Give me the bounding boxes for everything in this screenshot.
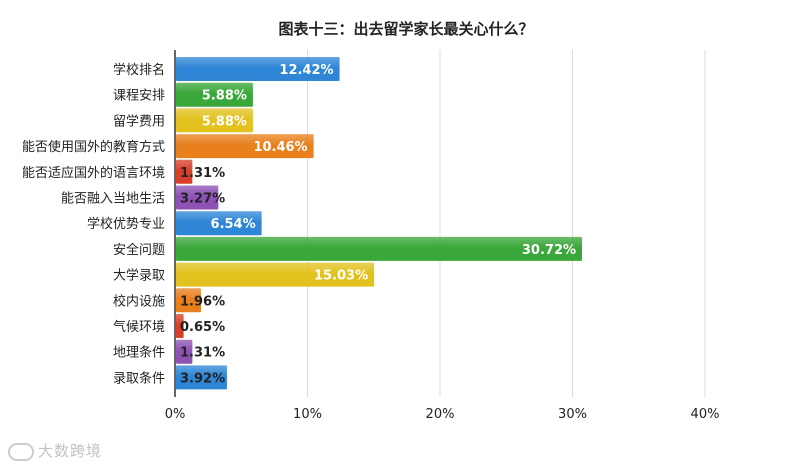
data-label: 12.42% bbox=[279, 63, 333, 78]
data-label: 1.31% bbox=[180, 166, 225, 181]
data-label: 3.92% bbox=[180, 371, 225, 386]
bar bbox=[176, 339, 193, 364]
category-label: 能否融入当地生活 bbox=[61, 192, 165, 207]
bar bbox=[176, 288, 201, 313]
chart-title: 图表十三：出去留学家长最关心什么？ bbox=[278, 20, 534, 38]
x-tick-label: 30% bbox=[558, 407, 587, 422]
category-label: 能否使用国外的教育方式 bbox=[22, 139, 165, 155]
bar bbox=[176, 57, 340, 81]
x-tick-label: 0% bbox=[165, 407, 186, 422]
data-label: 0.65% bbox=[180, 320, 225, 335]
bar bbox=[176, 134, 314, 159]
data-label: 5.88% bbox=[202, 89, 247, 104]
bar bbox=[176, 262, 375, 287]
data-label: 3.27% bbox=[180, 192, 225, 207]
data-label: 30.72% bbox=[522, 243, 576, 258]
data-label: 6.54% bbox=[211, 217, 256, 232]
watermark-text: 大数跨境 bbox=[38, 442, 103, 460]
category-label: 能否适应国外的语言环境 bbox=[22, 165, 165, 181]
category-label: 学校优势专业 bbox=[87, 216, 165, 232]
category-label: 地理条件 bbox=[113, 345, 165, 361]
watermark: 大数跨境 bbox=[8, 440, 102, 461]
bar bbox=[176, 108, 253, 133]
bar bbox=[176, 159, 193, 184]
watermark-logo-icon bbox=[8, 442, 34, 461]
category-label: 安全问题 bbox=[113, 242, 165, 258]
data-label: 15.03% bbox=[314, 269, 368, 284]
category-label: 录取条件 bbox=[113, 370, 165, 386]
bar bbox=[176, 82, 253, 107]
category-label: 留学费用 bbox=[113, 113, 165, 129]
category-label: 气候环境 bbox=[113, 319, 165, 335]
bar bbox=[176, 185, 219, 210]
bar bbox=[176, 365, 227, 390]
x-tick-label: 20% bbox=[426, 407, 455, 422]
category-label: 课程安排 bbox=[113, 89, 165, 104]
category-label: 校内设施 bbox=[113, 293, 165, 309]
x-tick-label: 40% bbox=[691, 407, 720, 422]
bar bbox=[176, 236, 583, 261]
bar bbox=[176, 211, 262, 236]
category-label: 大学录取 bbox=[113, 268, 165, 284]
category-label: 学校排名 bbox=[113, 62, 165, 78]
data-label: 1.96% bbox=[180, 294, 225, 309]
data-label: 5.88% bbox=[202, 114, 247, 129]
x-tick-label: 10% bbox=[293, 407, 322, 422]
bar bbox=[176, 314, 184, 338]
data-label: 10.46% bbox=[253, 140, 307, 155]
data-label: 1.31% bbox=[180, 346, 225, 361]
